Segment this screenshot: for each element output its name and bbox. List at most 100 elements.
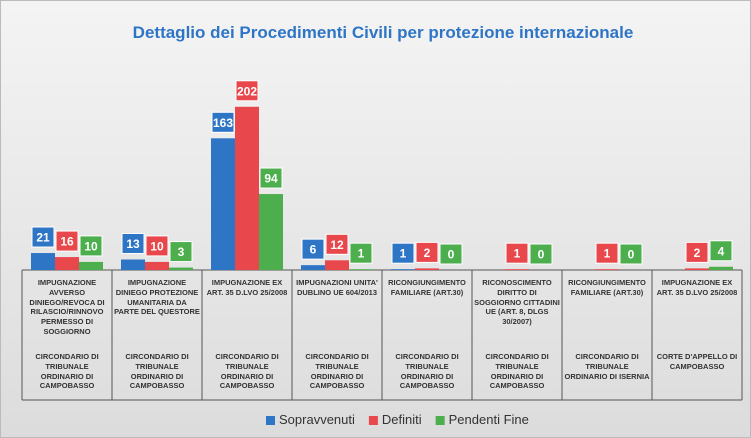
bar bbox=[79, 261, 103, 270]
legend-label: Definiti bbox=[382, 412, 422, 427]
category-label: IMPUGNAZIONE AVVERSO DINIEGO/REVOCA DI R… bbox=[29, 278, 105, 336]
category-label: IMPUGNAZIONE EX ART. 35 D.LVO 25/2008 bbox=[206, 278, 288, 297]
bar bbox=[31, 253, 55, 270]
category-label: RICONOSCIMENTO DIRITTO DI SOGGIORNO CITT… bbox=[474, 278, 560, 326]
data-label: 163 bbox=[213, 116, 233, 130]
data-label-box bbox=[685, 241, 709, 263]
data-label-box bbox=[619, 243, 643, 265]
category-label-text: IMPUGNAZIONE EX ART. 35 D.LVO 25/2008 bbox=[656, 278, 738, 297]
data-label-box bbox=[145, 235, 169, 257]
data-label: 13 bbox=[126, 237, 140, 251]
data-label-box bbox=[325, 233, 349, 255]
data-label: 0 bbox=[628, 248, 635, 262]
category-label: IMPUGNAZIONI UNITA' DUBLINO UE 604/2013 bbox=[296, 278, 378, 297]
legend-swatch bbox=[435, 416, 445, 425]
legend-swatch bbox=[266, 416, 275, 425]
data-label-box bbox=[259, 167, 283, 189]
court-label-text: CIRCONDARIO DI TRIBUNALE ORDINARIO DI CA… bbox=[215, 352, 279, 391]
data-label: 6 bbox=[310, 243, 317, 257]
data-label-box bbox=[709, 240, 733, 262]
court-label-text: CIRCONDARIO DI TRIBUNALE ORDINARIO DI CA… bbox=[35, 352, 99, 391]
data-label: 202 bbox=[237, 84, 257, 98]
data-label: 10 bbox=[150, 239, 164, 253]
data-label: 12 bbox=[330, 238, 344, 252]
category-label-text: RICONOSCIMENTO DIRITTO DI SOGGIORNO CITT… bbox=[474, 278, 560, 326]
legend-label: Sopravvenuti bbox=[279, 412, 355, 427]
data-label: 21 bbox=[36, 231, 50, 245]
data-label-box bbox=[301, 238, 325, 260]
data-label-box bbox=[391, 242, 415, 264]
data-label: 0 bbox=[538, 248, 545, 262]
court-label: CIRCONDARIO DI TRIBUNALE ORDINARIO DI CA… bbox=[35, 352, 99, 391]
bar bbox=[349, 269, 373, 270]
category-label: IMPUGNAZIONE DINIEGO PROTEZIONE UMANITAR… bbox=[114, 278, 200, 317]
court-label-text: CIRCONDARIO DI TRIBUNALE ORDINARIO DI CA… bbox=[485, 352, 549, 391]
bar bbox=[709, 266, 733, 270]
data-label: 2 bbox=[694, 246, 701, 260]
data-label-box bbox=[529, 243, 553, 265]
category-label: RICONGIUNGIMENTO FAMILIARE (ART.30) bbox=[568, 278, 646, 297]
data-label-box bbox=[31, 226, 55, 248]
legend-label: Pendenti Fine bbox=[449, 412, 529, 427]
data-label: 1 bbox=[604, 247, 611, 261]
category-label: RICONGIUNGIMENTO FAMILIARE (ART.30) bbox=[388, 278, 466, 297]
data-label: 1 bbox=[514, 247, 521, 261]
court-label: CIRCONDARIO DI TRIBUNALE ORDINARIO DI CA… bbox=[125, 352, 189, 391]
court-label-text: CORTE D'APPELLO DI CAMPOBASSO bbox=[656, 352, 738, 371]
court-label-text: CIRCONDARIO DI TRIBUNALE ORDINARIO DI CA… bbox=[305, 352, 369, 391]
bar bbox=[55, 257, 79, 270]
court-label: CORTE D'APPELLO DI CAMPOBASSO bbox=[656, 352, 738, 371]
category-label-text: IMPUGNAZIONE DINIEGO PROTEZIONE UMANITAR… bbox=[114, 278, 200, 317]
data-label: 3 bbox=[178, 245, 185, 259]
category-label: IMPUGNAZIONE EX ART. 35 D.LVO 25/2008 bbox=[656, 278, 738, 297]
data-label-box bbox=[439, 243, 463, 265]
data-label-box bbox=[415, 241, 439, 263]
bar bbox=[301, 265, 325, 270]
court-label-text: CIRCONDARIO DI TRIBUNALE ORDINARIO DI IS… bbox=[564, 352, 650, 381]
category-label-text: IMPUGNAZIONI UNITA' DUBLINO UE 604/2013 bbox=[296, 278, 378, 297]
data-label-box bbox=[169, 241, 193, 263]
bar bbox=[145, 261, 169, 270]
bar bbox=[415, 268, 439, 270]
bar bbox=[121, 259, 145, 270]
category-label-text: RICONGIUNGIMENTO FAMILIARE (ART.30) bbox=[388, 278, 466, 297]
chart-title: Dettaglio dei Procedimenti Civili per pr… bbox=[133, 23, 634, 42]
data-label-box bbox=[595, 242, 619, 264]
data-label-box bbox=[55, 230, 79, 252]
data-label: 1 bbox=[358, 247, 365, 261]
court-label: CIRCONDARIO DI TRIBUNALE ORDINARIO DI CA… bbox=[485, 352, 549, 391]
court-label: CIRCONDARIO DI TRIBUNALE ORDINARIO DI CA… bbox=[305, 352, 369, 391]
data-label: 16 bbox=[60, 235, 74, 249]
data-label-box bbox=[211, 111, 235, 133]
data-label: 10 bbox=[84, 239, 98, 253]
category-label-text: IMPUGNAZIONE EX ART. 35 D.LVO 25/2008 bbox=[206, 278, 288, 297]
bar bbox=[211, 138, 235, 270]
data-label: 1 bbox=[400, 247, 407, 261]
bar bbox=[685, 268, 709, 270]
bar bbox=[169, 267, 193, 270]
bar bbox=[325, 260, 349, 270]
bar bbox=[259, 194, 283, 270]
court-label: CIRCONDARIO DI TRIBUNALE ORDINARIO DI CA… bbox=[395, 352, 459, 391]
data-label-box bbox=[505, 242, 529, 264]
data-label-box bbox=[349, 242, 373, 264]
data-label: 4 bbox=[718, 244, 725, 258]
bar bbox=[235, 106, 259, 270]
bar bbox=[391, 269, 415, 270]
court-label-text: CIRCONDARIO DI TRIBUNALE ORDINARIO DI CA… bbox=[125, 352, 189, 391]
data-label: 2 bbox=[424, 246, 431, 260]
data-label: 94 bbox=[264, 172, 278, 186]
category-label-text: IMPUGNAZIONE AVVERSO DINIEGO/REVOCA DI R… bbox=[29, 278, 105, 336]
category-label-text: RICONGIUNGIMENTO FAMILIARE (ART.30) bbox=[568, 278, 646, 297]
data-label-box bbox=[121, 232, 145, 254]
bar bbox=[505, 269, 529, 270]
court-label: CIRCONDARIO DI TRIBUNALE ORDINARIO DI CA… bbox=[215, 352, 279, 391]
bar bbox=[595, 269, 619, 270]
data-label-box bbox=[79, 235, 103, 257]
data-label-box bbox=[235, 80, 259, 102]
legend-swatch bbox=[368, 416, 378, 425]
court-label-text: CIRCONDARIO DI TRIBUNALE ORDINARIO DI CA… bbox=[395, 352, 459, 391]
court-label: CIRCONDARIO DI TRIBUNALE ORDINARIO DI IS… bbox=[564, 352, 650, 381]
